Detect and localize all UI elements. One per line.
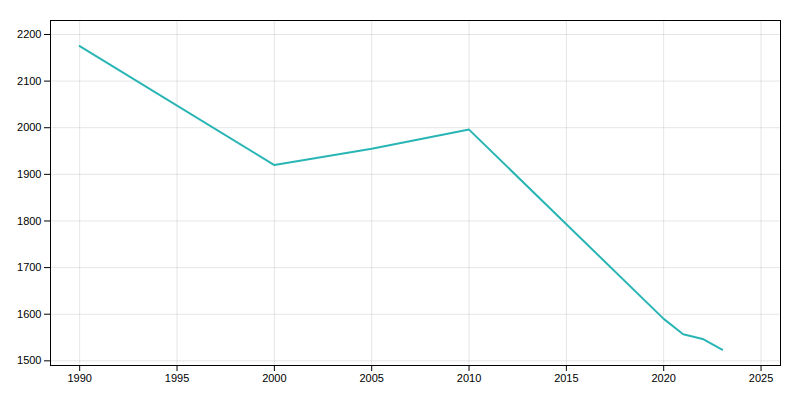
svg-text:1600: 1600 [17, 308, 41, 320]
svg-text:2100: 2100 [17, 75, 41, 87]
svg-text:2025: 2025 [749, 372, 773, 384]
svg-text:1500: 1500 [17, 354, 41, 366]
svg-text:1800: 1800 [17, 214, 41, 226]
svg-text:2005: 2005 [359, 372, 383, 384]
svg-text:2000: 2000 [262, 372, 286, 384]
svg-text:2000: 2000 [17, 121, 41, 133]
svg-text:1995: 1995 [165, 372, 189, 384]
svg-text:1700: 1700 [17, 261, 41, 273]
svg-text:2015: 2015 [554, 372, 578, 384]
svg-text:2010: 2010 [457, 372, 481, 384]
svg-text:1990: 1990 [67, 372, 91, 384]
svg-text:2200: 2200 [17, 28, 41, 40]
svg-text:2020: 2020 [651, 372, 675, 384]
svg-text:1900: 1900 [17, 168, 41, 180]
